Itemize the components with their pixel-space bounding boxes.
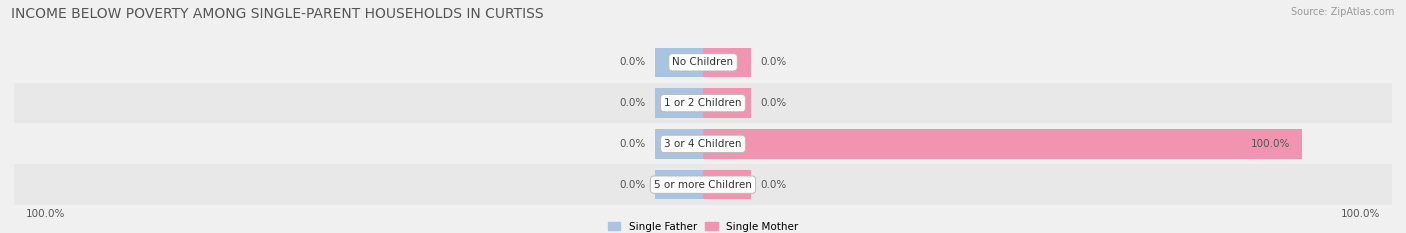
Bar bbox=[14, 123, 1392, 164]
Text: 100.0%: 100.0% bbox=[27, 209, 66, 219]
Bar bbox=[703, 170, 751, 199]
Text: 100.0%: 100.0% bbox=[1251, 139, 1291, 149]
Bar bbox=[703, 129, 1302, 158]
Text: 0.0%: 0.0% bbox=[759, 57, 786, 67]
Legend: Single Father, Single Mother: Single Father, Single Mother bbox=[603, 217, 803, 233]
Text: 1 or 2 Children: 1 or 2 Children bbox=[664, 98, 742, 108]
Bar bbox=[14, 42, 1392, 83]
Text: 5 or more Children: 5 or more Children bbox=[654, 180, 752, 190]
Bar bbox=[14, 83, 1392, 123]
Bar bbox=[703, 48, 751, 77]
Text: INCOME BELOW POVERTY AMONG SINGLE-PARENT HOUSEHOLDS IN CURTISS: INCOME BELOW POVERTY AMONG SINGLE-PARENT… bbox=[11, 7, 544, 21]
Text: 3 or 4 Children: 3 or 4 Children bbox=[664, 139, 742, 149]
Text: 0.0%: 0.0% bbox=[620, 139, 647, 149]
Text: Source: ZipAtlas.com: Source: ZipAtlas.com bbox=[1291, 7, 1395, 17]
Text: 100.0%: 100.0% bbox=[1340, 209, 1379, 219]
Text: 0.0%: 0.0% bbox=[759, 180, 786, 190]
Text: 0.0%: 0.0% bbox=[620, 98, 647, 108]
Bar bbox=[655, 88, 703, 118]
Bar bbox=[14, 164, 1392, 205]
Bar bbox=[655, 48, 703, 77]
Text: No Children: No Children bbox=[672, 57, 734, 67]
Text: 0.0%: 0.0% bbox=[620, 180, 647, 190]
Bar bbox=[655, 129, 703, 158]
Text: 0.0%: 0.0% bbox=[620, 57, 647, 67]
Text: 0.0%: 0.0% bbox=[759, 98, 786, 108]
Bar bbox=[655, 170, 703, 199]
Bar bbox=[703, 88, 751, 118]
